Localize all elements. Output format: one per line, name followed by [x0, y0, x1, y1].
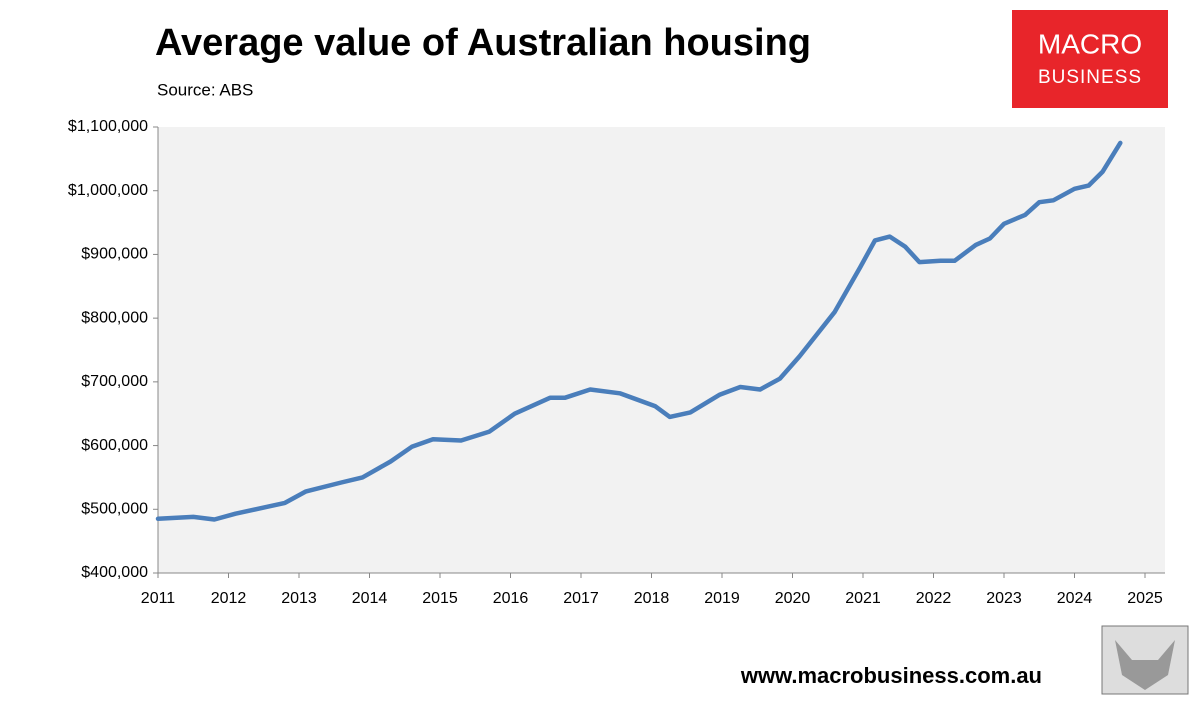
data-line: [155, 140, 1123, 522]
y-tick-label: $800,000: [81, 309, 148, 326]
x-tick-label: 2020: [775, 590, 811, 607]
y-tick-label: $1,100,000: [68, 118, 148, 135]
x-tick-label: 2014: [352, 590, 388, 607]
x-tick-label: 2024: [1057, 590, 1093, 607]
y-tick-label: $700,000: [81, 373, 148, 390]
footer: www.macrobusiness.com.au: [740, 663, 1042, 688]
subtitle: Source: ABS: [157, 80, 253, 99]
y-tick-label: $600,000: [81, 437, 148, 454]
x-tick-label: 2025: [1127, 590, 1163, 607]
x-tick-label: 2011: [141, 590, 176, 607]
x-tick-label: 2022: [916, 590, 952, 607]
x-tick-label: 2017: [563, 590, 599, 607]
y-tick-label: $900,000: [81, 246, 148, 263]
logo-text: MACRO: [1038, 28, 1142, 59]
x-tick-label: 2018: [634, 590, 670, 607]
logo: [1012, 10, 1168, 108]
y-tick-label: $400,000: [81, 564, 148, 581]
logo-text: BUSINESS: [1038, 67, 1142, 88]
x-tick-label: 2012: [211, 590, 247, 607]
y-tick-label: $1,000,000: [68, 182, 148, 199]
chart-title: Average value of Australian housing: [155, 22, 811, 64]
x-tick-label: 2021: [845, 590, 881, 607]
plot-area: [158, 127, 1165, 573]
x-tick-label: 2013: [281, 590, 317, 607]
fox-icon: [1115, 640, 1175, 690]
y-tick-label: $500,000: [81, 501, 148, 518]
x-tick-label: 2016: [493, 590, 529, 607]
x-tick-label: 2015: [422, 590, 458, 607]
x-tick-label: 2023: [986, 590, 1022, 607]
x-tick-label: 2019: [704, 590, 740, 607]
